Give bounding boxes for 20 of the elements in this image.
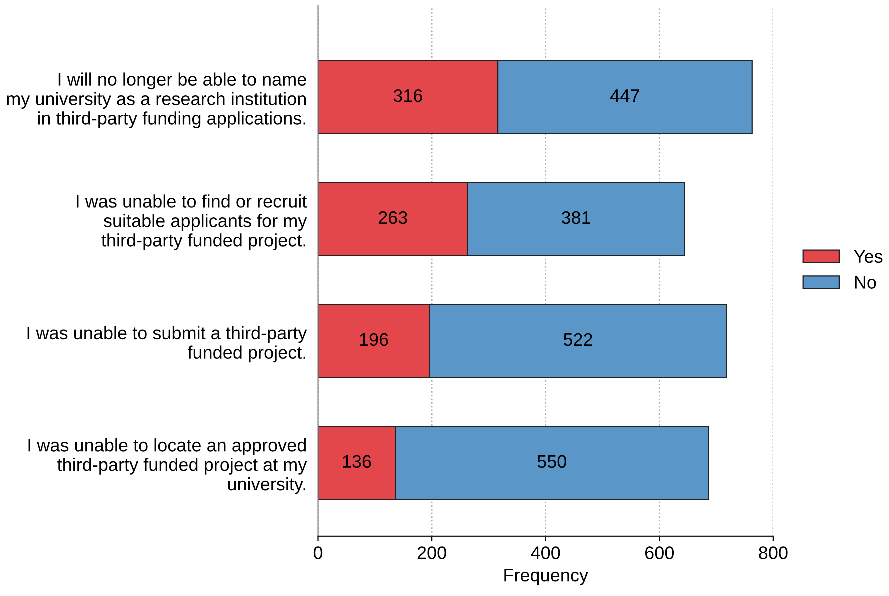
x-tick-label: 400 <box>531 546 560 560</box>
data-label: 550 <box>538 455 566 468</box>
x-tick-label: 600 <box>645 546 674 560</box>
y-tick-label: I will no longer be able to name my university as a research institution in third-party funding applications. <box>7 72 306 128</box>
y-tick-label: I was unable to locate an approved third-party funded project at my university. <box>28 438 308 494</box>
data-label: 316 <box>394 89 422 102</box>
data-label: 196 <box>360 333 388 346</box>
data-label: 136 <box>343 455 372 468</box>
y-tick-label: I was unable to submit a third-party funded project. <box>28 326 308 363</box>
x-tick-label: 200 <box>418 546 446 560</box>
data-label: 381 <box>562 211 590 224</box>
data-label: 447 <box>610 90 640 102</box>
data-label: 522 <box>564 333 592 346</box>
y-tick-label: I was unable to find or recruit suitable applicants for my third-party funded project. <box>77 194 308 250</box>
x-axis-title: Frequency <box>504 569 588 586</box>
x-tick-label: 0 <box>314 546 323 560</box>
data-label: 263 <box>378 211 408 224</box>
x-tick-label: 800 <box>759 546 788 560</box>
legend-label: Yes <box>854 250 883 264</box>
legend-label: No <box>855 276 876 289</box>
